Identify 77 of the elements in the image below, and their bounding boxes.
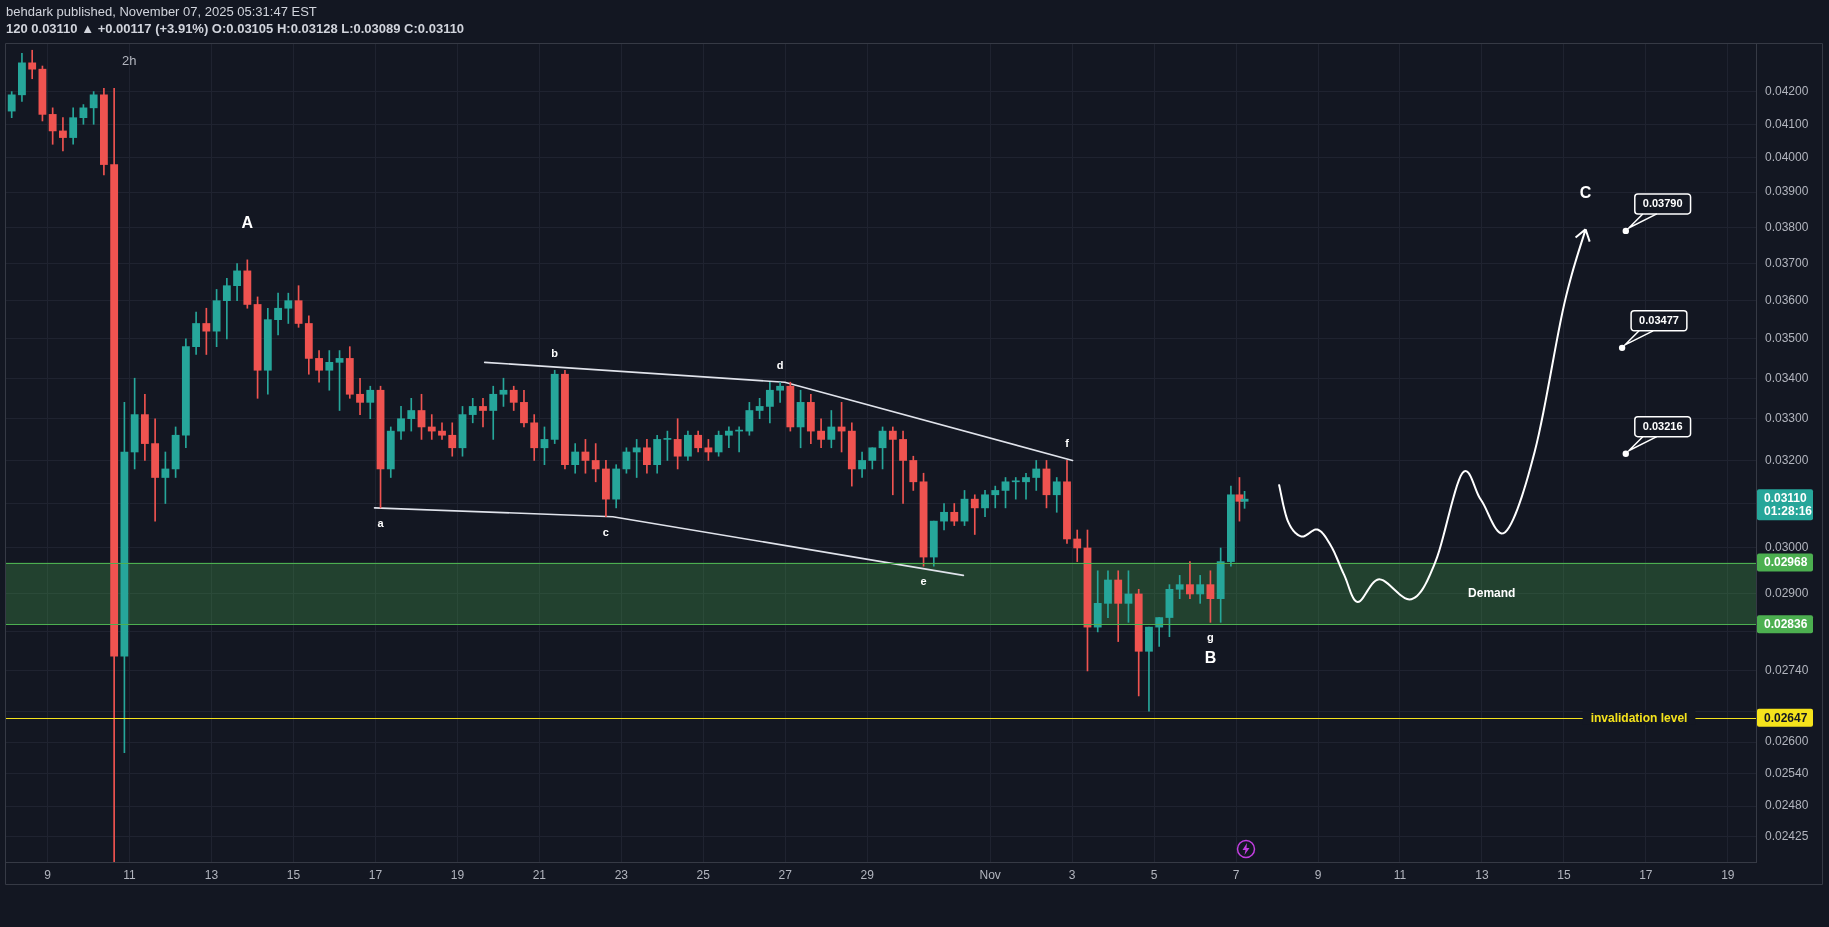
candlestick	[59, 117, 67, 152]
x-tick-label: 25	[696, 867, 711, 882]
y-tick-label: 0.03200	[1765, 452, 1809, 467]
x-tick-label: Nov	[979, 867, 1001, 882]
y-tick-label: 0.02425	[1765, 828, 1809, 843]
annotation: b	[551, 347, 559, 360]
y-tick-label: 0.03600	[1765, 293, 1809, 307]
x-tick-label: 5	[1150, 867, 1158, 882]
x-tick-label: 17	[368, 867, 383, 882]
data-label: 0.03477	[1639, 314, 1679, 327]
y-tick-label: 0.03000	[1765, 540, 1809, 555]
candlestick	[1022, 472, 1030, 500]
y-tick-label: 0.02480	[1765, 798, 1809, 813]
x-tick-label: 15	[1557, 867, 1571, 882]
x-tick-label: 11	[123, 867, 137, 882]
x-tick-label: 27	[778, 867, 793, 882]
y-tick-label: 0.03400	[1765, 370, 1809, 385]
annotation: a	[377, 516, 385, 529]
x-tick-label: 17	[1639, 867, 1653, 882]
y-tick-label: 0.03800	[1765, 219, 1809, 234]
candlestick	[991, 485, 1000, 509]
x-tick-label: 29	[860, 867, 875, 882]
y-tick-label: 0.02600	[1765, 734, 1809, 749]
y-tick-label: 0.03700	[1765, 255, 1809, 270]
candlestick	[776, 381, 785, 403]
x-tick-label: 9	[1314, 867, 1322, 882]
annotation: c	[602, 525, 609, 538]
data-label: 0.03790	[1642, 197, 1683, 210]
y-tick-label: 0.04000	[1765, 150, 1809, 165]
x-tick-label: 13	[1475, 867, 1489, 882]
x-tick-label: 9	[44, 867, 52, 882]
annotation: A	[241, 214, 254, 232]
data-label: 0.03216	[1642, 420, 1683, 433]
x-tick-label: 11	[1393, 867, 1407, 882]
candlestick	[28, 49, 37, 80]
band-label: Demand	[1468, 585, 1516, 600]
y-tick-label: 0.04200	[1765, 83, 1809, 98]
y-tick-label: 0.03900	[1765, 184, 1809, 199]
text: 0.03110	[1764, 490, 1808, 505]
y-tick-label: 0.03300	[1765, 411, 1809, 426]
candlestick	[1175, 575, 1184, 599]
x-tick-label: 15	[286, 867, 301, 882]
y-tick-label: 0.02740	[1765, 663, 1809, 678]
candlestick	[479, 397, 487, 428]
annotation: e	[920, 575, 927, 588]
candlestick	[591, 443, 600, 483]
annotation: d	[776, 359, 784, 372]
y-tick-label: 0.02540	[1765, 766, 1809, 781]
x-tick-label: 23	[614, 867, 629, 882]
text: 2h	[122, 52, 137, 68]
x-tick-label: 19	[1721, 867, 1735, 882]
annotation: invalidation level	[1590, 710, 1688, 725]
annotation: f	[1065, 437, 1070, 450]
candlestick	[970, 494, 979, 535]
candlestick	[438, 422, 446, 440]
x-tick-label: 13	[204, 867, 219, 882]
x-tick-label: 3	[1068, 867, 1076, 882]
candlestick	[888, 426, 897, 496]
ref-line-label: 0.02647	[1764, 710, 1808, 725]
x-tick-label: 7	[1232, 867, 1240, 882]
annotation: g	[1207, 631, 1214, 644]
y-tick-label: 0.02900	[1765, 586, 1809, 601]
text: behdark published, November 07, 2025 05:31:47 EST	[6, 4, 317, 20]
candlestick	[325, 350, 334, 391]
y-tick-label: 0.03500	[1765, 331, 1809, 346]
x-tick-label: 19	[450, 867, 465, 882]
text: 01:28:16	[1764, 504, 1813, 519]
y-tick-label: 0.04100	[1765, 116, 1809, 131]
x-tick-label: 21	[532, 867, 547, 882]
chart-title: 120 0.03110 ▲ +0.00117 (+3.91%) O:0.03105 H:0.03128 L:0.03089 C:0.03110	[6, 21, 465, 37]
candlestick	[1011, 477, 1020, 500]
candlestick	[632, 439, 641, 478]
annotation: C	[1579, 183, 1592, 202]
ref-line-label: 0.02968	[1764, 555, 1808, 570]
annotation: B	[1204, 648, 1217, 666]
candlestick	[356, 377, 364, 415]
ref-line-label: 0.02836	[1764, 617, 1808, 632]
